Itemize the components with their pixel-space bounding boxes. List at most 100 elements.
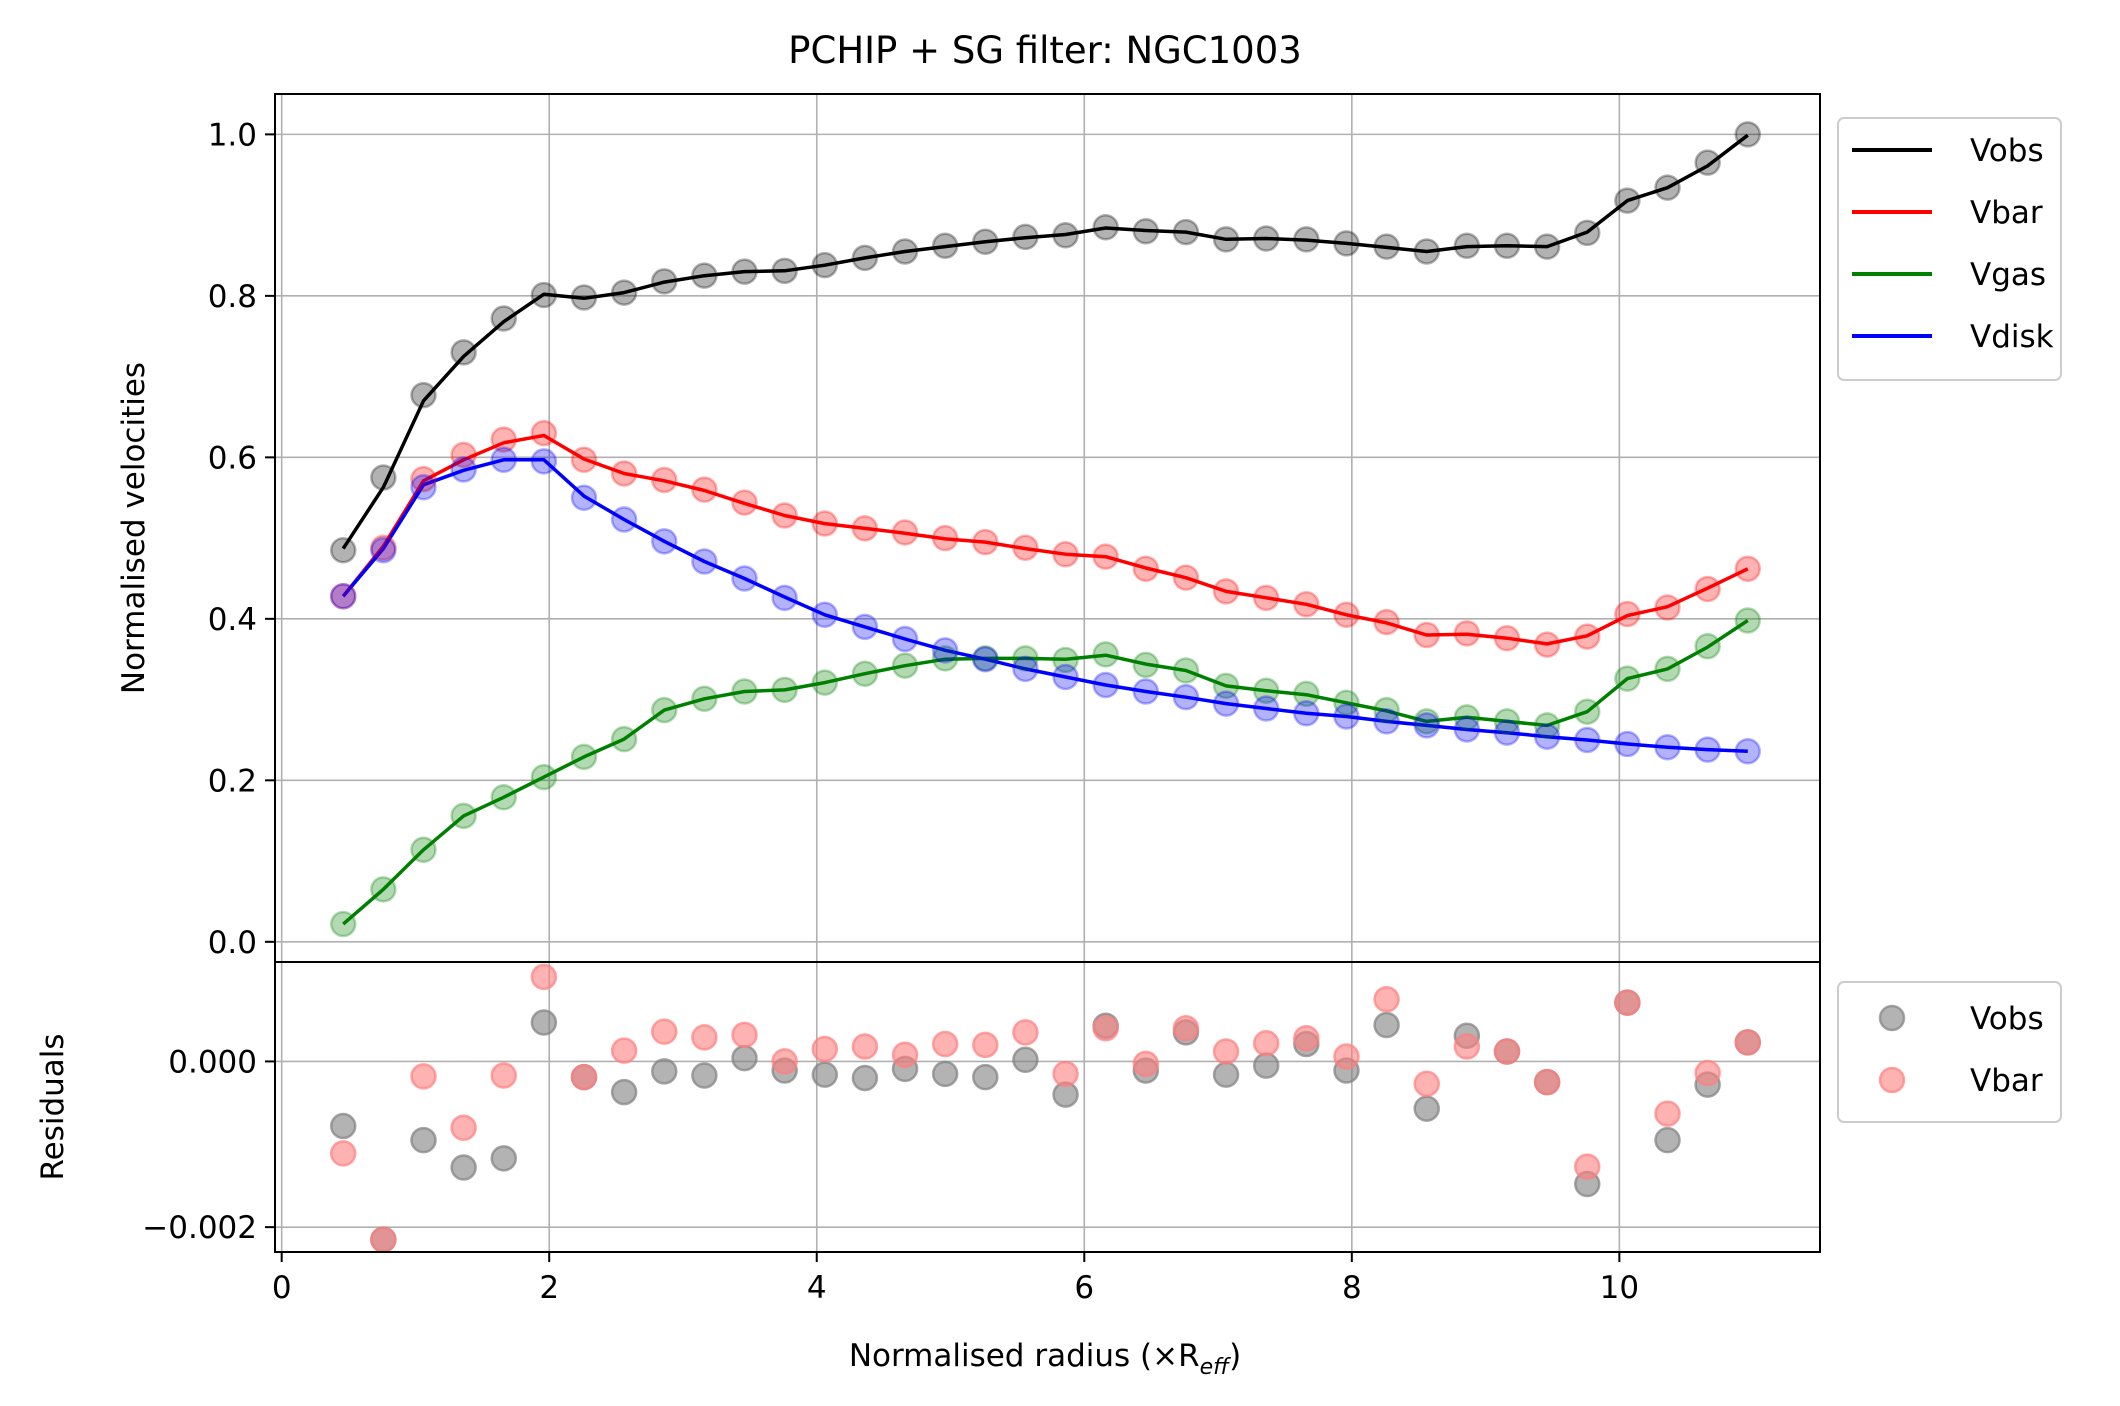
- residual-vbar: [1212, 1038, 1240, 1065]
- point-vobs: [1252, 225, 1280, 252]
- point-vgas: [1654, 655, 1681, 683]
- line-vdisk: [341, 458, 1748, 754]
- point-vgas: [1293, 680, 1320, 708]
- point-vobs: [771, 257, 798, 285]
- residual-vbar: [891, 1041, 919, 1069]
- point-vdisk: [570, 484, 598, 511]
- residual-vbar: [490, 1062, 517, 1089]
- point-vobs: [1293, 226, 1320, 253]
- residual-vobs: [1252, 1052, 1280, 1079]
- point-vbar: [771, 502, 798, 529]
- point-vgas: [851, 660, 879, 687]
- residual-vbar: [1092, 1015, 1119, 1042]
- point-vobs: [1172, 218, 1200, 246]
- point-vbar: [570, 446, 598, 474]
- point-vdisk: [530, 448, 558, 475]
- point-vgas: [1092, 641, 1119, 668]
- residual-vobs: [1413, 1095, 1440, 1122]
- point-vgas: [691, 685, 718, 713]
- residual-vobs: [1373, 1011, 1400, 1039]
- point-vobs: [1333, 230, 1360, 257]
- point-vobs: [570, 284, 598, 311]
- point-vgas: [329, 910, 357, 938]
- point-vobs: [1493, 232, 1521, 260]
- point-vgas: [1614, 665, 1641, 692]
- x-axis-label: Normalised radius (×Reff): [849, 1338, 1241, 1380]
- point-vdisk: [1052, 663, 1079, 691]
- point-vobs: [410, 381, 437, 409]
- residual-vbar: [1533, 1068, 1561, 1096]
- point-vdisk: [1172, 683, 1200, 711]
- point-vobs: [329, 536, 357, 564]
- residual-vbar: [1453, 1033, 1481, 1060]
- residual-vbar: [450, 1114, 477, 1141]
- point-vdisk: [1373, 708, 1400, 735]
- point-vobs: [1373, 233, 1400, 260]
- point-vdisk: [1694, 736, 1721, 763]
- point-vbar: [1654, 594, 1681, 621]
- point-vbar: [1614, 600, 1641, 628]
- point-vbar: [851, 515, 879, 542]
- legend-residual-label-vobs: Vobs: [1970, 1001, 2044, 1037]
- point-vobs: [370, 464, 397, 491]
- point-vdisk: [1252, 695, 1280, 722]
- point-vdisk: [1654, 733, 1681, 761]
- x-tick-label: 6: [1074, 1270, 1094, 1306]
- point-vgas: [570, 743, 598, 771]
- point-vdisk: [610, 506, 638, 533]
- legend-label-vbar: Vbar: [1970, 195, 2043, 231]
- top-y-tick-label: 0.2: [208, 763, 257, 799]
- point-vobs: [1694, 149, 1721, 176]
- residual-vbar: [1293, 1024, 1320, 1052]
- point-vbar: [1132, 555, 1160, 583]
- point-vbar: [1493, 624, 1521, 652]
- point-vgas: [610, 725, 638, 753]
- x-tick-label: 8: [1342, 1270, 1362, 1306]
- point-vgas: [410, 836, 437, 864]
- point-vobs: [972, 228, 999, 256]
- x-tick-label: 2: [539, 1270, 559, 1306]
- point-vdisk: [891, 625, 919, 653]
- point-vgas: [1132, 651, 1160, 679]
- residual-vbar: [1413, 1070, 1440, 1098]
- point-vbar: [1293, 591, 1320, 618]
- point-vdisk: [731, 565, 758, 592]
- point-vbar: [1734, 555, 1762, 583]
- residual-vobs: [731, 1044, 758, 1072]
- point-vgas: [1252, 677, 1280, 704]
- point-vgas: [1333, 689, 1360, 717]
- point-vobs: [1052, 222, 1079, 249]
- point-vdisk: [651, 528, 678, 555]
- residual-vobs: [329, 1112, 357, 1140]
- point-vgas: [490, 784, 517, 811]
- residual-vobs: [691, 1062, 718, 1089]
- point-vbar: [1413, 621, 1440, 649]
- point-vgas: [1212, 672, 1240, 700]
- top-panel-points: [329, 121, 1762, 938]
- point-vobs: [691, 262, 718, 289]
- point-vdisk: [1413, 712, 1440, 739]
- point-vgas: [771, 676, 798, 704]
- point-vdisk: [972, 645, 999, 673]
- point-vgas: [1172, 657, 1200, 684]
- point-vbar: [329, 582, 357, 610]
- point-vbar: [610, 460, 638, 487]
- residual-vobs: [410, 1126, 437, 1154]
- point-vbar: [410, 465, 437, 493]
- point-vobs: [891, 238, 919, 265]
- point-vdisk: [1614, 730, 1641, 758]
- point-vdisk: [1012, 655, 1039, 683]
- point-vobs: [1453, 232, 1481, 260]
- residual-vobs: [610, 1078, 638, 1106]
- point-vbar: [1694, 575, 1721, 603]
- top-panel-y-ticks: 0.0 0.2 0.4 0.6 0.8 1.0: [208, 117, 275, 961]
- top-panel-lines: [341, 133, 1749, 926]
- point-vobs: [1212, 226, 1240, 253]
- point-vdisk: [490, 446, 517, 474]
- x-tick-label: 10: [1600, 1270, 1639, 1306]
- x-tick-label: 4: [807, 1270, 827, 1306]
- point-vbar: [450, 441, 477, 469]
- point-vgas: [530, 763, 558, 791]
- point-vbar: [811, 510, 839, 537]
